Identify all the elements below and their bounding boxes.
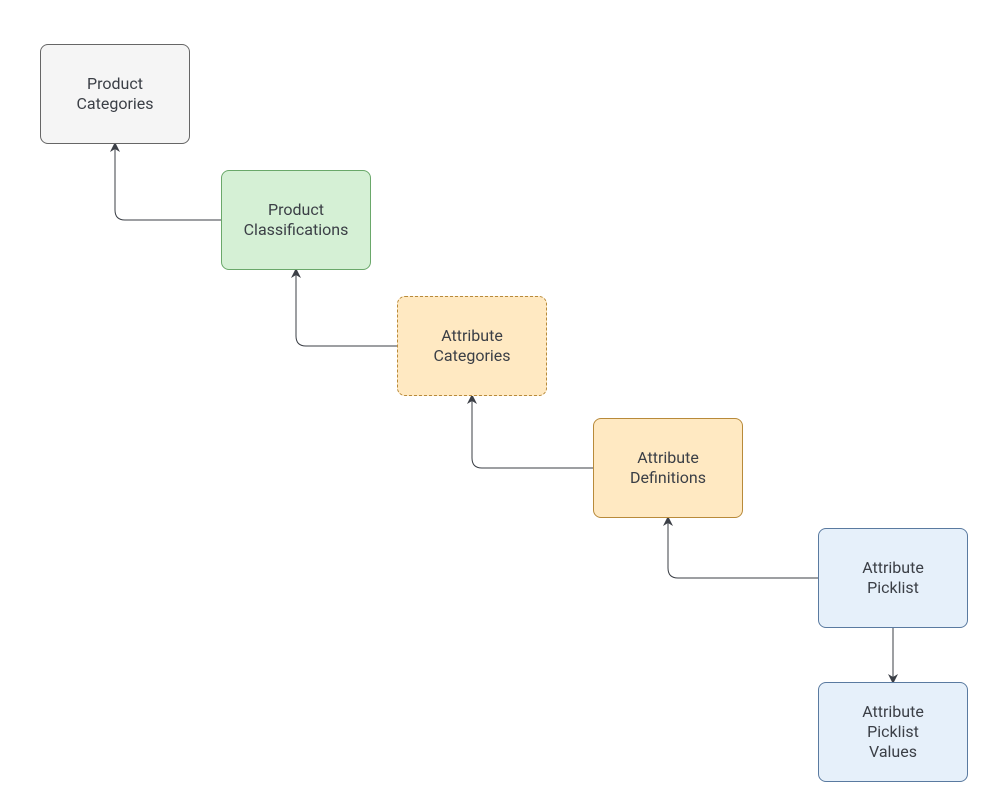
node-attribute-categories: Attribute Categories	[397, 296, 547, 396]
node-label: Attribute Definitions	[630, 448, 706, 488]
node-attribute-definitions: Attribute Definitions	[593, 418, 743, 518]
node-attribute-picklist: Attribute Picklist	[818, 528, 968, 628]
node-label: Attribute Picklist Values	[862, 702, 924, 762]
node-attribute-picklist-values: Attribute Picklist Values	[818, 682, 968, 782]
node-label: Product Classifications	[244, 200, 349, 240]
diagram-canvas: Product Categories Product Classification…	[0, 0, 1000, 807]
edge-e1	[115, 144, 221, 220]
edge-e3	[472, 396, 593, 468]
node-label: Product Categories	[77, 74, 154, 114]
node-label: Attribute Picklist	[862, 558, 924, 598]
node-product-classifications: Product Classifications	[221, 170, 371, 270]
node-product-categories: Product Categories	[40, 44, 190, 144]
edge-e4	[668, 518, 818, 578]
node-label: Attribute Categories	[434, 326, 511, 366]
edge-e2	[296, 270, 397, 346]
